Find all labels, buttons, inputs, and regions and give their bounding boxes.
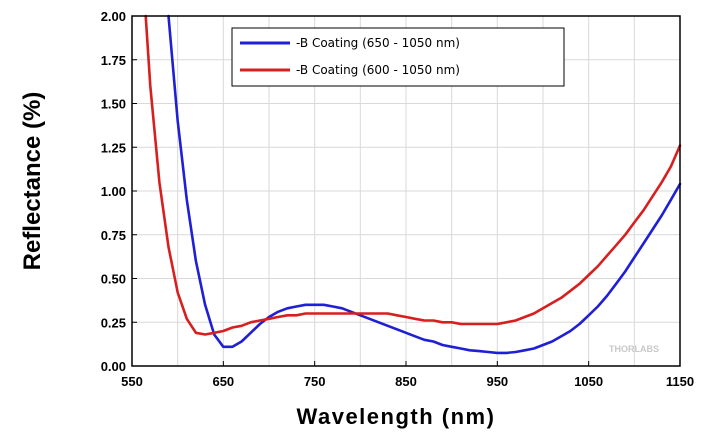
x-axis-title: Wavelength (nm) — [297, 404, 496, 429]
x-tick-label: 650 — [212, 374, 234, 389]
y-tick-label: 0.00 — [101, 359, 126, 374]
x-tick-label: 950 — [486, 374, 508, 389]
series-line-1 — [167, 14, 682, 355]
thorlabs-watermark: THORLABS — [609, 344, 659, 354]
y-tick-label: 0.25 — [101, 315, 126, 330]
y-tick-label: 1.00 — [101, 184, 126, 199]
x-tick-label: 850 — [395, 374, 417, 389]
x-tick-label: 750 — [304, 374, 326, 389]
series-line-2 — [144, 14, 682, 336]
y-tick-label: 2.00 — [101, 9, 126, 24]
axis-ticks: 550 650 750 850 950 1050 1150 0.00 0.25 0.50 0.75 1… — [101, 9, 694, 389]
y-tick-label: 1.75 — [101, 53, 126, 68]
y-tick-label: 1.50 — [101, 97, 126, 112]
legend-label-2: -B Coating (600 - 1050 nm) — [296, 63, 460, 77]
x-tick-label: 1050 — [574, 374, 603, 389]
legend: -B Coating (650 - 1050 nm) -B Coating (60… — [231, 27, 565, 87]
x-tick-label: 550 — [121, 374, 143, 389]
legend-box — [231, 27, 565, 87]
y-tick-label: 1.25 — [101, 140, 126, 155]
y-axis-title: Reflectance (%) — [19, 92, 46, 271]
legend-label-1: -B Coating (650 - 1050 nm) — [296, 36, 460, 50]
y-tick-label: 0.75 — [101, 228, 126, 243]
series-lines — [144, 14, 682, 355]
x-tick-label: 1150 — [666, 374, 694, 389]
y-tick-label: 0.50 — [101, 272, 126, 287]
